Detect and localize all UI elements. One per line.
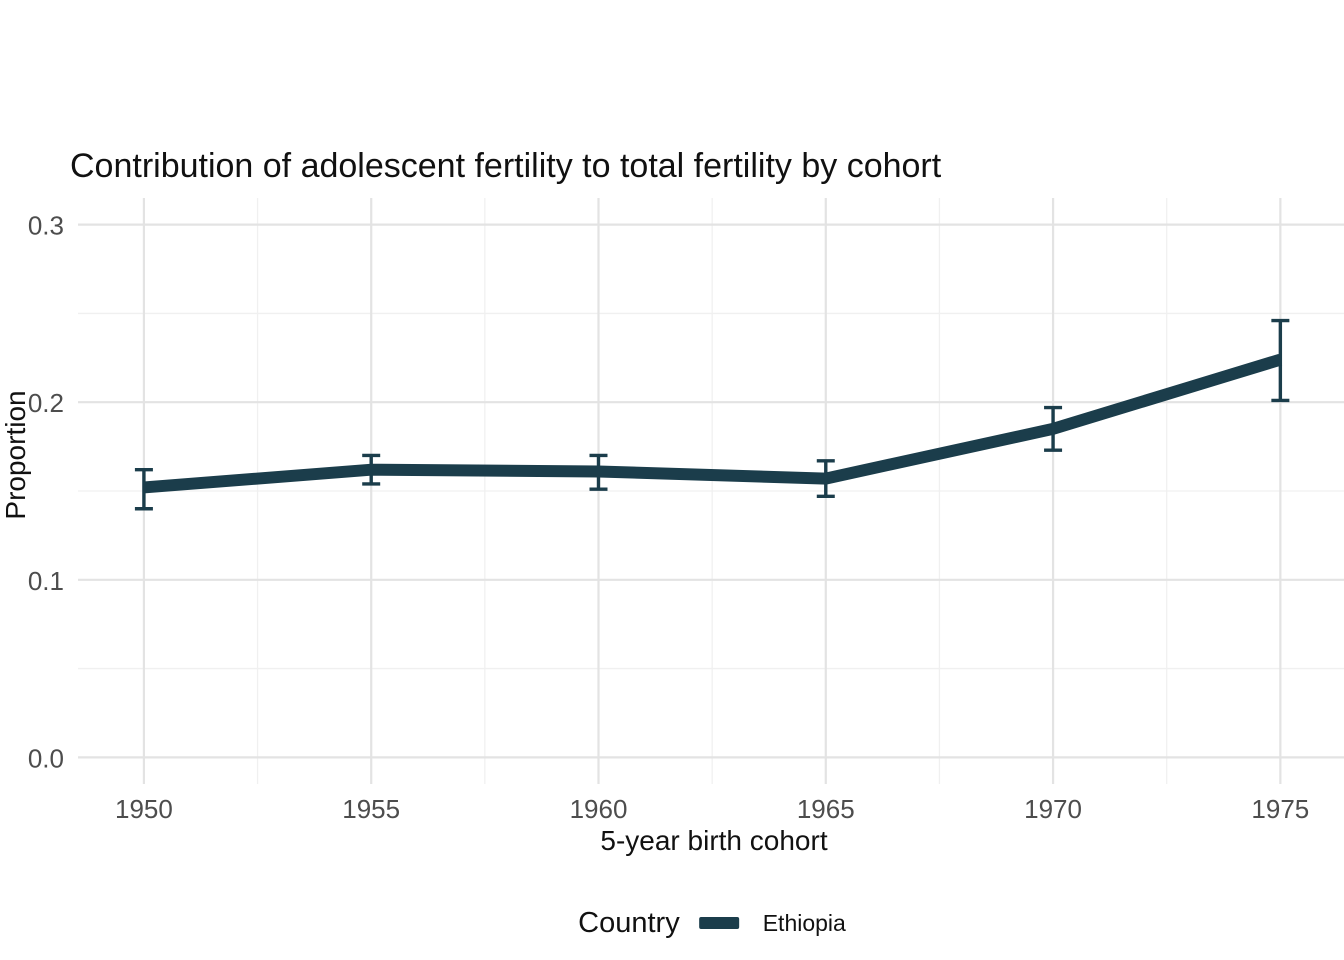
y-tick-label: 0.3	[28, 211, 64, 241]
x-tick-label: 1950	[115, 794, 173, 824]
series-line-ethiopia	[143, 353, 1283, 494]
y-tick-label: 0.1	[28, 566, 64, 596]
y-tick-label: 0.2	[28, 388, 64, 418]
y-tick-label: 0.0	[28, 743, 64, 773]
y-axis-title: Proportion	[0, 390, 31, 520]
legend-swatch-ethiopia	[698, 917, 739, 929]
x-tick-label: 1965	[797, 794, 855, 824]
legend-title: Country	[578, 906, 680, 939]
legend-label-ethiopia: Ethiopia	[762, 909, 846, 936]
x-tick-label: 1960	[570, 794, 628, 824]
x-tick-label: 1975	[1251, 794, 1309, 824]
x-tick-label: 1970	[1024, 794, 1082, 824]
legend: Country Ethiopia	[578, 903, 846, 943]
chart-title: Contribution of adolescent fertility to …	[70, 147, 942, 185]
x-tick-label: 1955	[342, 794, 400, 824]
x-axis-title: 5-year birth cohort	[600, 825, 828, 856]
